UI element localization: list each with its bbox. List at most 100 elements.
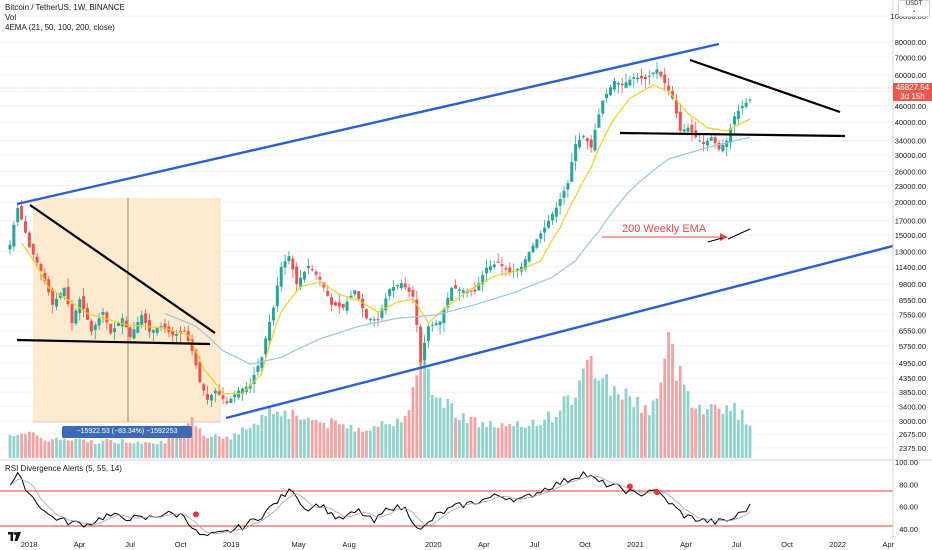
- rsi-tick-label: 80.00: [899, 480, 918, 489]
- candle-body: [159, 326, 163, 328]
- volume-bar: [303, 419, 306, 458]
- volume-bar: [438, 397, 442, 458]
- candle-body: [566, 183, 570, 190]
- candle-body: [597, 114, 601, 128]
- candle-body: [457, 289, 461, 291]
- price-axis[interactable]: 100000.0080000.0070000.0060000.0052000.0…: [891, 12, 926, 453]
- time-tick-label: 2019: [223, 540, 240, 549]
- channel-upper-line[interactable]: [16, 42, 720, 206]
- candle-body: [442, 309, 446, 324]
- channel-lower-line[interactable]: [225, 244, 894, 420]
- candle-body: [314, 271, 318, 275]
- time-tick-label: Apr: [478, 540, 490, 549]
- volume-bar: [392, 426, 395, 458]
- ema-200-line: [164, 136, 751, 365]
- time-tick-label: May: [291, 540, 305, 549]
- candle-body: [663, 74, 667, 84]
- candle-body: [516, 268, 520, 271]
- volume-bar: [70, 440, 74, 458]
- candle-body: [461, 290, 465, 293]
- candle-body: [605, 93, 609, 99]
- volume-bar: [120, 439, 124, 458]
- candlesticks: [8, 61, 752, 407]
- volume-bar: [543, 419, 547, 458]
- volume-bar: [558, 410, 562, 458]
- candle-body: [357, 291, 361, 299]
- volume-bar: [647, 415, 651, 458]
- rsi-divergence-markers: [192, 483, 661, 518]
- volume-bar: [16, 434, 20, 458]
- candle-body: [504, 268, 508, 270]
- candle-body: [306, 265, 310, 269]
- volume-bar: [740, 409, 744, 458]
- candle-body: [345, 301, 349, 311]
- volume-bar: [458, 420, 461, 458]
- volume-bar: [35, 435, 39, 458]
- candle-body: [70, 304, 74, 324]
- price-tick-label: 60000.00: [895, 71, 926, 80]
- volume-bar: [31, 432, 35, 458]
- volume-bar: [233, 433, 237, 458]
- volume-bar: [473, 417, 477, 458]
- time-tick-label: 2018: [21, 540, 38, 549]
- volume-bar: [74, 438, 78, 458]
- candle-body: [562, 190, 566, 198]
- volume-bar: [287, 418, 291, 458]
- volume-bar: [709, 404, 713, 458]
- volume-bar: [605, 374, 609, 458]
- volume-bar: [702, 414, 705, 458]
- time-axis[interactable]: 2018 Apr Jul Oct 2019 May Aug 2020 Apr Jul Oct 2021…: [21, 540, 895, 549]
- volume-bar: [244, 429, 248, 458]
- trendline-2018-support[interactable]: [16, 338, 211, 346]
- currency-button[interactable]: USDT ⌄: [898, 0, 930, 17]
- trendline-2018-descending[interactable]: [29, 204, 216, 334]
- candle-body: [101, 312, 105, 315]
- candle-body: [163, 323, 167, 330]
- candle-body: [217, 391, 221, 395]
- volume-bar: [140, 444, 144, 458]
- volume-bar: [411, 387, 415, 458]
- candle-body: [403, 283, 407, 288]
- candle-body: [198, 362, 202, 383]
- candle-body: [593, 129, 597, 151]
- volume-bar: [713, 404, 717, 458]
- price-tick-label: 13000.00: [895, 248, 926, 257]
- volume-bar: [179, 432, 182, 458]
- candle-body: [206, 393, 210, 400]
- ema-annotation-text: 200 Weekly EMA: [622, 223, 707, 235]
- candle-body: [624, 82, 628, 88]
- price-tick-label: 9800.00: [899, 280, 926, 289]
- pen-stroke-2[interactable]: [727, 228, 751, 240]
- candle-body: [612, 81, 616, 90]
- price-tick-label: 70000.00: [895, 53, 926, 62]
- price-tick-label: 5750.00: [899, 342, 926, 351]
- volume-bar: [705, 409, 709, 458]
- volume-bar: [678, 366, 682, 458]
- volume-bar: [202, 435, 206, 458]
- pen-stroke-1[interactable]: [707, 237, 723, 243]
- candle-body: [302, 271, 306, 280]
- candle-body: [310, 268, 314, 271]
- candle-body: [620, 83, 624, 86]
- rsi-tick-label: 40.00: [899, 525, 918, 534]
- candle-body: [543, 227, 547, 233]
- volume-bar: [512, 426, 516, 458]
- volume-bar: [547, 411, 550, 458]
- currency-button-label: USDT: [905, 1, 923, 7]
- volume-bar: [109, 439, 113, 458]
- candle-body: [97, 318, 101, 326]
- volume-bar: [268, 405, 271, 458]
- candle-body: [124, 320, 128, 328]
- volume-bar: [330, 418, 333, 458]
- trendline-2021-support[interactable]: [619, 131, 846, 138]
- volume-bar: [419, 327, 423, 458]
- price-tick-label: 46000.00: [895, 102, 926, 111]
- volume-bar: [175, 433, 178, 458]
- volume-bar: [248, 428, 252, 458]
- candle-body: [364, 309, 368, 319]
- volume-bar: [403, 415, 407, 458]
- trendline-2021-descending[interactable]: [689, 58, 841, 114]
- candle-body: [74, 310, 78, 324]
- candle-body: [709, 137, 713, 141]
- price-tick-label: 7550.00: [899, 310, 926, 319]
